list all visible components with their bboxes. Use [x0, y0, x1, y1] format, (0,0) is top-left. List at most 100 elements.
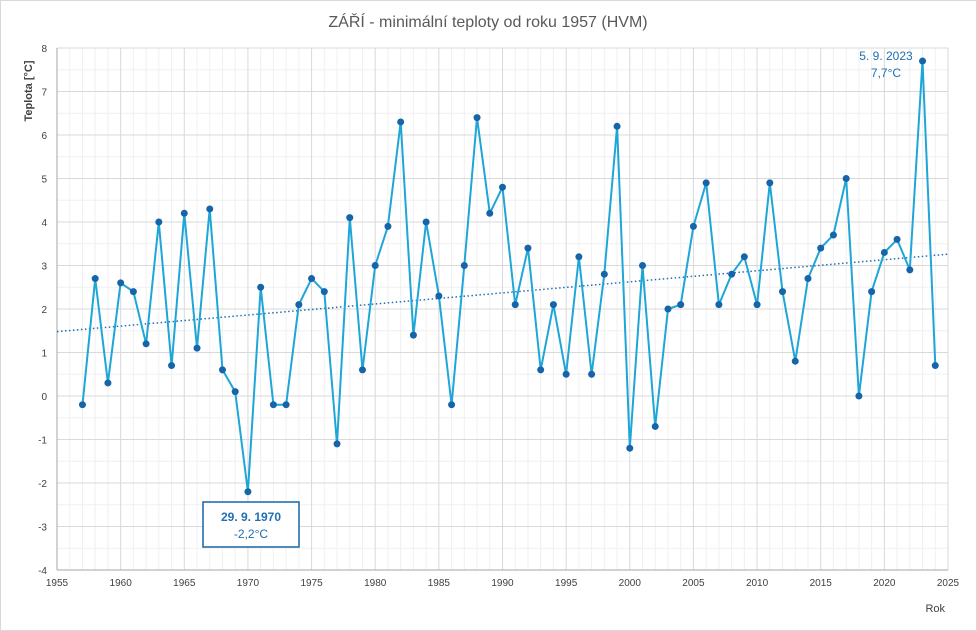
data-point	[689, 222, 697, 230]
data-point	[893, 235, 901, 243]
data-point	[511, 301, 519, 309]
y-tick-label: 0	[41, 392, 47, 403]
data-point	[702, 179, 710, 187]
data-point	[282, 401, 290, 409]
data-point	[499, 183, 506, 191]
y-tick-label: -4	[38, 566, 47, 577]
data-point	[804, 275, 812, 283]
data-point	[308, 275, 316, 283]
data-point	[575, 253, 583, 261]
data-point	[715, 301, 723, 309]
data-point	[651, 422, 659, 430]
data-point	[193, 344, 201, 352]
data-point	[842, 175, 850, 182]
data-point	[460, 262, 468, 269]
data-point	[791, 357, 799, 365]
trendline	[56, 253, 949, 333]
data-point	[448, 401, 456, 409]
x-tick-label: 1980	[364, 578, 387, 589]
axes	[56, 48, 948, 571]
y-tick-label: -3	[38, 523, 47, 534]
data-point	[129, 288, 137, 296]
data-point	[346, 214, 354, 222]
data-point	[740, 253, 748, 261]
data-point	[78, 401, 86, 409]
y-tick-label: 7	[41, 88, 47, 99]
x-tick-label: 1985	[428, 578, 451, 589]
data-point	[880, 248, 888, 256]
data-point	[919, 57, 927, 65]
annotation-max-value: 7,7°C	[871, 66, 901, 80]
annotation-min: 29. 9. 1970 -2,2°C	[202, 501, 300, 548]
grid	[56, 47, 949, 571]
x-tick-label: 1955	[46, 578, 69, 589]
y-tick-label: -1	[38, 436, 47, 447]
data-point	[664, 305, 672, 313]
data-point	[537, 366, 545, 374]
x-tick-label: 2025	[937, 578, 960, 589]
data-point	[91, 275, 99, 283]
data-point	[486, 209, 494, 217]
y-tick-label: 8	[41, 44, 47, 55]
data-point	[397, 118, 405, 126]
x-tick-label: 2005	[682, 578, 705, 589]
data-point	[218, 366, 226, 374]
x-tick-label: 1965	[173, 578, 196, 589]
data-point	[779, 288, 787, 296]
x-tick-label: 1960	[110, 578, 133, 589]
annotation-min-date: 29. 9. 1970	[221, 510, 281, 524]
annotation-max: 5. 9. 2023 7,7°C	[859, 49, 913, 80]
data-point	[855, 392, 863, 400]
annotation-min-value: -2,2°C	[234, 527, 268, 541]
data-point	[473, 114, 481, 122]
tick-labels: 1955 1960 1965 1970 1975 1980 1985 1990 1995 2000…	[38, 44, 959, 589]
data-point	[562, 370, 570, 378]
data-point	[358, 366, 366, 374]
data-point	[766, 179, 774, 187]
y-tick-label: 3	[41, 262, 47, 273]
data-point	[104, 379, 112, 387]
data-point	[931, 362, 939, 370]
data-point	[677, 301, 685, 309]
data-point	[728, 270, 736, 278]
x-tick-label: 2015	[810, 578, 833, 589]
data-point	[817, 244, 825, 252]
data-point	[371, 262, 379, 269]
data-point	[320, 288, 328, 296]
data-point	[753, 301, 761, 309]
data-point	[257, 283, 265, 291]
data-point	[626, 444, 634, 452]
data-point	[435, 292, 443, 300]
data-point	[244, 488, 252, 496]
y-tick-label: 2	[41, 305, 47, 316]
data-point	[588, 370, 596, 378]
data-point	[600, 270, 608, 278]
x-tick-label: 1970	[237, 578, 260, 589]
x-tick-label: 2020	[873, 578, 896, 589]
annotation-min-box	[202, 501, 300, 548]
data-point	[409, 331, 417, 339]
data-point	[422, 218, 430, 226]
data-point	[206, 205, 214, 213]
data-point	[639, 262, 647, 269]
x-tick-label: 1975	[300, 578, 323, 589]
data-point	[155, 218, 163, 226]
data-point	[117, 279, 125, 287]
data-point	[180, 209, 188, 217]
x-axis-label: Rok	[925, 603, 945, 615]
data-point	[613, 122, 621, 130]
data-point	[231, 388, 239, 396]
data-point	[142, 340, 150, 348]
y-axis-label: Teplota [°C]	[23, 60, 35, 121]
y-tick-label: 1	[41, 349, 47, 360]
annotation-max-date: 5. 9. 2023	[859, 49, 913, 63]
x-tick-label: 1995	[555, 578, 578, 589]
data-point	[384, 222, 392, 230]
trendline-path	[56, 253, 949, 333]
data-point	[269, 401, 277, 409]
y-tick-label: 5	[41, 175, 47, 186]
data-point	[295, 301, 303, 309]
data-point	[524, 244, 532, 252]
data-point	[868, 288, 876, 296]
